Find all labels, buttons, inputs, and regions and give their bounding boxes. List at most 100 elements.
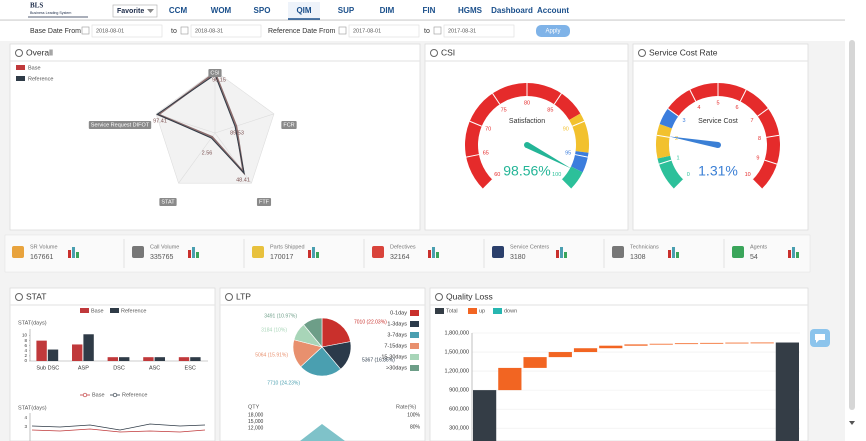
gauge-tick-label: 3 xyxy=(682,118,685,124)
bar-up xyxy=(599,345,623,349)
ltp-area xyxy=(300,424,345,441)
panel-title: Overall xyxy=(26,47,53,57)
nav-item[interactable]: Dashboard xyxy=(491,6,533,15)
legend-swatch xyxy=(410,365,419,371)
kpi-mini-bar xyxy=(428,250,431,258)
legend-swatch xyxy=(410,343,419,349)
favorite-select[interactable] xyxy=(112,4,158,18)
y-tick-label: 3 xyxy=(24,424,27,429)
legend-label: Base xyxy=(28,65,41,71)
legend-label: 7-15days xyxy=(384,343,407,349)
y-tick-label: 15,000 xyxy=(248,419,264,425)
scrollbar[interactable] xyxy=(849,40,855,410)
nav-item[interactable]: DIM xyxy=(380,6,395,15)
gauge-tick-label: 6 xyxy=(736,105,739,111)
date-input[interactable] xyxy=(348,24,420,38)
scroll-arrow[interactable] xyxy=(849,421,855,425)
panel-icon xyxy=(638,49,646,57)
kpi-icon xyxy=(132,246,144,258)
nav-item[interactable]: QIM xyxy=(296,6,311,15)
nav-item[interactable]: CCM xyxy=(169,6,188,15)
y-tick-label: 18,000 xyxy=(248,412,264,418)
axis-title: Rate(%) xyxy=(396,404,416,410)
legend-swatch xyxy=(410,321,419,327)
gauge-tick-label: 75 xyxy=(501,108,507,114)
radar-axis-label: FCR xyxy=(283,122,294,128)
legend-label: >30days xyxy=(386,365,407,371)
gauge-tick-label: 60 xyxy=(494,172,500,178)
panel-icon xyxy=(15,293,23,301)
legend-label: Total xyxy=(446,308,458,314)
gauge-needle xyxy=(668,136,719,148)
kpi-mini-bar xyxy=(192,247,195,258)
legend-label: 0-1day xyxy=(390,310,407,316)
gauge-tick xyxy=(752,179,763,190)
radar-label-bg xyxy=(208,69,222,77)
kpi-value: 167661 xyxy=(30,254,53,261)
gauge-label: Satisfaction xyxy=(509,118,545,125)
scroll-area xyxy=(845,0,866,441)
kpi-icon xyxy=(612,246,624,258)
bar-up xyxy=(674,343,699,345)
filter-label: to xyxy=(171,28,177,35)
legend-swatch xyxy=(410,310,419,316)
legend-label: Reference xyxy=(121,308,146,314)
nav-item[interactable]: HGMS xyxy=(458,6,483,15)
date-checkbox[interactable] xyxy=(338,26,347,35)
date-input[interactable] xyxy=(91,24,163,38)
radar-axis xyxy=(214,132,252,184)
gauge-tick-label: 80 xyxy=(524,100,530,106)
bar-up xyxy=(624,344,648,346)
date-input[interactable] xyxy=(443,24,515,38)
filter-label: to xyxy=(424,28,430,35)
radar-axis-label: Service Request DIFOT xyxy=(91,122,150,128)
kpi-icon xyxy=(252,246,264,258)
x-tick-label: ASP xyxy=(78,365,89,371)
legend-label: down xyxy=(504,308,517,314)
bar-up xyxy=(573,348,598,353)
kpi-mini-bar xyxy=(188,250,191,258)
x-tick-label: Sub DSC xyxy=(36,365,59,371)
gauge-tick xyxy=(689,89,697,102)
apply-button[interactable] xyxy=(536,25,570,37)
radar-value-label: 48.41 xyxy=(236,177,250,183)
date-input[interactable] xyxy=(190,24,262,38)
date-checkbox[interactable] xyxy=(180,26,189,35)
trend-line xyxy=(31,428,206,433)
nav-item[interactable]: SUP xyxy=(338,6,355,15)
y-tick-label: 12,000 xyxy=(248,425,264,431)
y-tick-label: 1,500,000 xyxy=(445,349,469,355)
gauge-band xyxy=(659,108,679,129)
gauge-tick xyxy=(469,120,482,127)
kpi-mini-bar xyxy=(308,250,311,258)
gauge-value: 98.56% xyxy=(503,163,550,179)
kpi-label: Call Volume xyxy=(150,244,179,250)
pie-value-label: 7010 (22.03%) xyxy=(354,319,387,325)
panel-title: Service Cost Rate xyxy=(649,47,718,57)
bar xyxy=(190,357,201,361)
bar-up xyxy=(700,342,724,344)
gauge-tick-label: 9 xyxy=(756,155,759,161)
panel-icon xyxy=(435,293,443,301)
panel-title: LTP xyxy=(236,291,251,301)
favorite-label[interactable]: Favorite xyxy=(117,8,144,15)
apply-label[interactable]: Apply xyxy=(545,29,560,35)
chat-icon xyxy=(815,334,825,343)
logo: BLS xyxy=(30,2,43,10)
nav-item[interactable]: Account xyxy=(537,6,569,15)
gauge-tick-label: 100 xyxy=(552,172,561,178)
panel-icon xyxy=(15,49,23,57)
radar-value-label: 96.15 xyxy=(212,77,226,83)
nav-item[interactable]: SPO xyxy=(254,6,271,15)
axis-title: STAT(days) xyxy=(18,320,47,326)
nav-item[interactable]: WOM xyxy=(211,6,232,15)
date-checkbox[interactable] xyxy=(81,26,90,35)
gauge-hub xyxy=(715,142,721,148)
legend-label: up xyxy=(479,308,485,314)
date-value: 2018-08-31 xyxy=(195,28,223,34)
bar xyxy=(47,349,59,361)
date-checkbox[interactable] xyxy=(433,26,442,35)
y-tick-label: 1,800,000 xyxy=(445,330,469,336)
pie-value-label: 5367 (16.86%) xyxy=(362,357,395,363)
nav-item[interactable]: FIN xyxy=(423,6,436,15)
